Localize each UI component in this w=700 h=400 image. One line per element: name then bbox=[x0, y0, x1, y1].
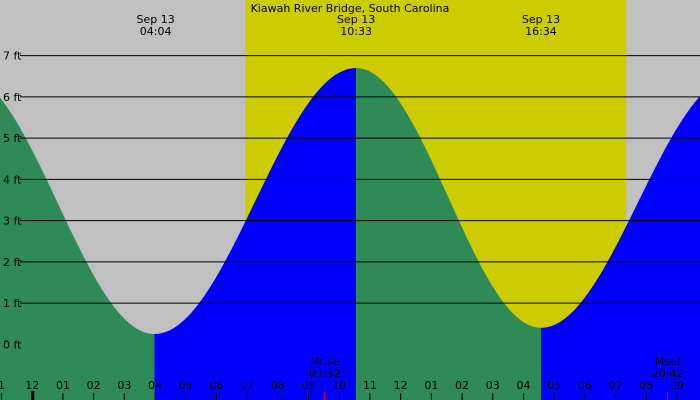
x-tick-label: 03 bbox=[486, 379, 500, 392]
x-tick-label: 07 bbox=[240, 379, 254, 392]
tide-event-time: 04:04 bbox=[140, 25, 172, 38]
y-tick-label: 5 ft bbox=[3, 132, 22, 145]
tide-area-3 bbox=[356, 68, 541, 400]
y-tick-label: 6 ft bbox=[3, 91, 22, 104]
gridlines bbox=[20, 55, 700, 304]
tide-event-time: 16:34 bbox=[525, 25, 557, 38]
moon-event-time: 09:32 bbox=[309, 367, 341, 380]
x-tick-label: 09 bbox=[302, 379, 316, 392]
tide-area-1 bbox=[0, 97, 155, 400]
tide-event-time: 10:33 bbox=[340, 25, 372, 38]
x-tick-label: 1 bbox=[0, 379, 5, 392]
y-tick-label: 1 ft bbox=[3, 297, 22, 310]
x-axis: 1 12 01 02 03 04 05 06 07 08 09 10 11 12 01 02 03 04 05 06 0… bbox=[0, 379, 684, 400]
tide-areas bbox=[0, 68, 700, 400]
x-tick-label: 07 bbox=[609, 379, 623, 392]
y-tick-label: 2 ft bbox=[3, 256, 22, 269]
y-tick-label: 4 ft bbox=[3, 173, 22, 186]
moon-event-label: Mset bbox=[655, 355, 682, 368]
tide-event-date: Sep 13 bbox=[522, 13, 560, 26]
y-axis-labels: 0 ft 1 ft 2 ft 3 ft 4 ft 5 ft 6 ft 7 ft bbox=[3, 50, 22, 352]
x-tick-label: 01 bbox=[424, 379, 438, 392]
x-tick-label: 11 bbox=[363, 379, 377, 392]
x-tick-label: 12 bbox=[25, 379, 39, 392]
tide-event-date: Sep 13 bbox=[137, 13, 175, 26]
tide-area-4 bbox=[540, 96, 700, 400]
x-tick-label: 08 bbox=[639, 379, 653, 392]
x-tick-label: 04 bbox=[148, 379, 162, 392]
x-tick-label: 03 bbox=[117, 379, 131, 392]
x-tick-label: 06 bbox=[578, 379, 592, 392]
y-tick-label: 7 ft bbox=[3, 50, 22, 63]
x-tick-label: 05 bbox=[547, 379, 561, 392]
x-tick-label: 02 bbox=[87, 379, 101, 392]
x-tick-label: 12 bbox=[394, 379, 408, 392]
chart-title: Kiawah River Bridge, South Carolina bbox=[251, 2, 450, 15]
x-tick-label: 06 bbox=[209, 379, 223, 392]
x-tick-label: 05 bbox=[179, 379, 193, 392]
tide-area-2 bbox=[154, 68, 357, 400]
x-tick-label: 09 bbox=[670, 379, 684, 392]
tide-event-date: Sep 13 bbox=[337, 13, 375, 26]
y-tick-label: 3 ft bbox=[3, 215, 22, 228]
x-tick-label: 10 bbox=[332, 379, 346, 392]
current-time-marker bbox=[31, 391, 35, 400]
x-tick-label: 01 bbox=[56, 379, 70, 392]
moon-event-time: 20:42 bbox=[652, 367, 684, 380]
x-tick-label: 04 bbox=[516, 379, 530, 392]
x-tick-label: 02 bbox=[455, 379, 469, 392]
y-tick-label: 0 ft bbox=[3, 338, 22, 351]
moon-event-label: Mrise bbox=[310, 355, 340, 368]
x-tick-label: 08 bbox=[271, 379, 285, 392]
